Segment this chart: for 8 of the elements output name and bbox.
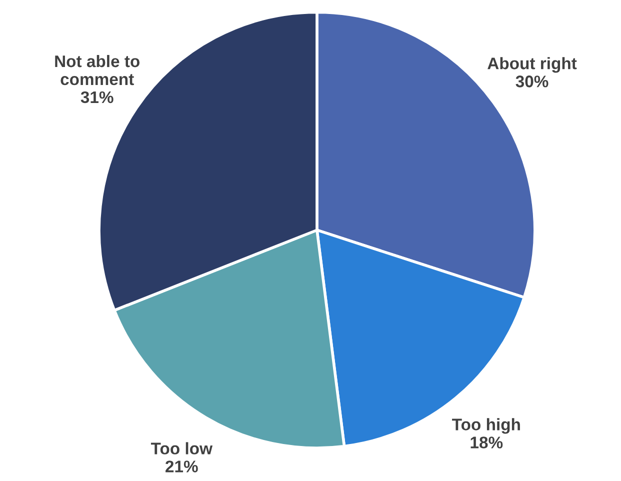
data-label: 31% (80, 91, 114, 104)
slice-label: Too low (150, 442, 213, 454)
data-label: 21% (166, 460, 198, 472)
data-label: 18% (470, 436, 503, 448)
slice-label: About right (488, 57, 577, 73)
slice-label: Not able to comment (55, 54, 140, 86)
slice-label: Too high (452, 418, 520, 434)
data-label: 30% (516, 76, 548, 88)
